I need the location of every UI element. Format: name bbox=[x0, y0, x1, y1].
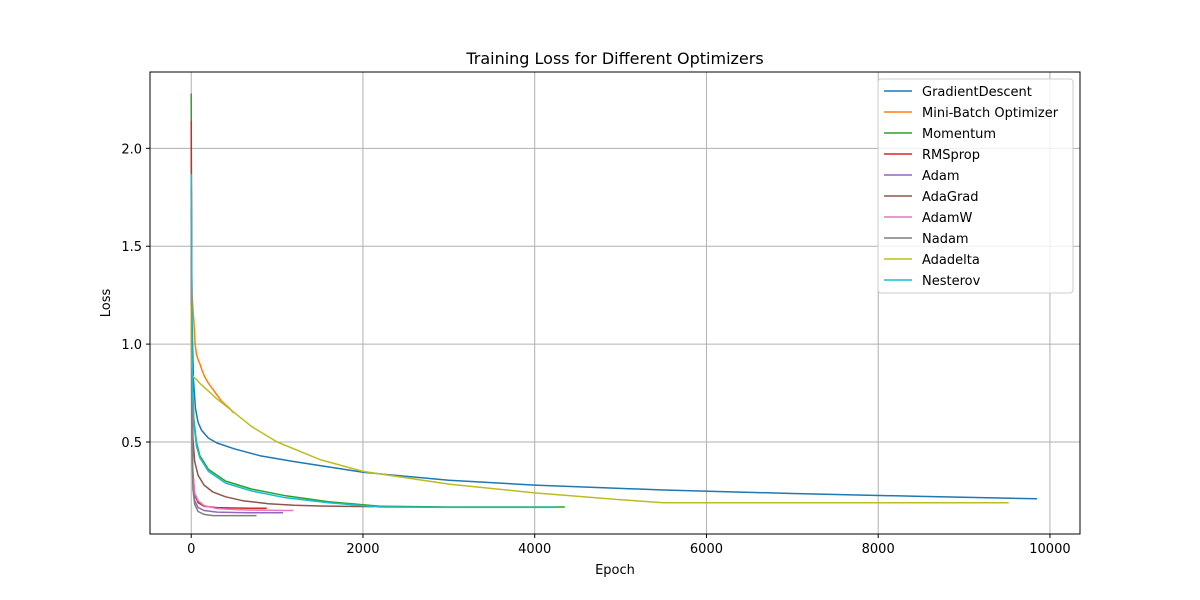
legend-box bbox=[877, 78, 1074, 294]
plot-area-frame bbox=[149, 71, 1081, 535]
x-tick-label: 10000 bbox=[1029, 542, 1070, 557]
x-tick-label: 4000 bbox=[518, 542, 551, 557]
legend-label-mini-batch-optimizer: Mini-Batch Optimizer bbox=[922, 106, 1059, 121]
legend-label-rmsprop: RMSprop bbox=[922, 148, 980, 163]
legend-label-adagrad: AdaGrad bbox=[922, 190, 979, 205]
y-tick-label: 1.5 bbox=[121, 240, 142, 255]
legend-label-adamw: AdamW bbox=[922, 211, 973, 226]
series-line-adadelta bbox=[190, 304, 1009, 504]
legend-label-nesterov: Nesterov bbox=[922, 274, 981, 289]
series-line-nadam bbox=[190, 207, 257, 517]
legend-label-gradientdescent: GradientDescent bbox=[922, 85, 1032, 100]
x-axis-label: Epoch bbox=[595, 563, 635, 578]
series-line-gradientdescent bbox=[190, 173, 1038, 500]
y-tick-label: 0.5 bbox=[121, 436, 142, 451]
x-tick-label: 0 bbox=[187, 542, 195, 557]
series-line-nesterov bbox=[190, 173, 557, 509]
chart-title: Training Loss for Different Optimizers bbox=[465, 49, 763, 68]
x-tick-label: 6000 bbox=[690, 542, 723, 557]
legend-label-adadelta: Adadelta bbox=[922, 253, 980, 268]
y-tick-label: 1.0 bbox=[121, 338, 142, 353]
plot-series bbox=[190, 93, 1038, 517]
legend-label-adam: Adam bbox=[922, 169, 960, 184]
series-line-mini-batch-optimizer bbox=[190, 246, 234, 414]
y-axis-label: Loss bbox=[99, 289, 114, 318]
axis-ticks: 0 2000 4000 6000 8000 10000 0.5 1.0 1.5 2.0 bbox=[121, 142, 1070, 557]
legend-label-nadam: Nadam bbox=[922, 232, 969, 247]
x-tick-label: 2000 bbox=[346, 542, 379, 557]
legend: GradientDescent Mini-Batch Optimizer Momen… bbox=[877, 78, 1074, 294]
y-tick-label: 2.0 bbox=[121, 142, 142, 157]
legend-label-momentum: Momentum bbox=[922, 127, 996, 142]
x-tick-label: 8000 bbox=[862, 542, 895, 557]
